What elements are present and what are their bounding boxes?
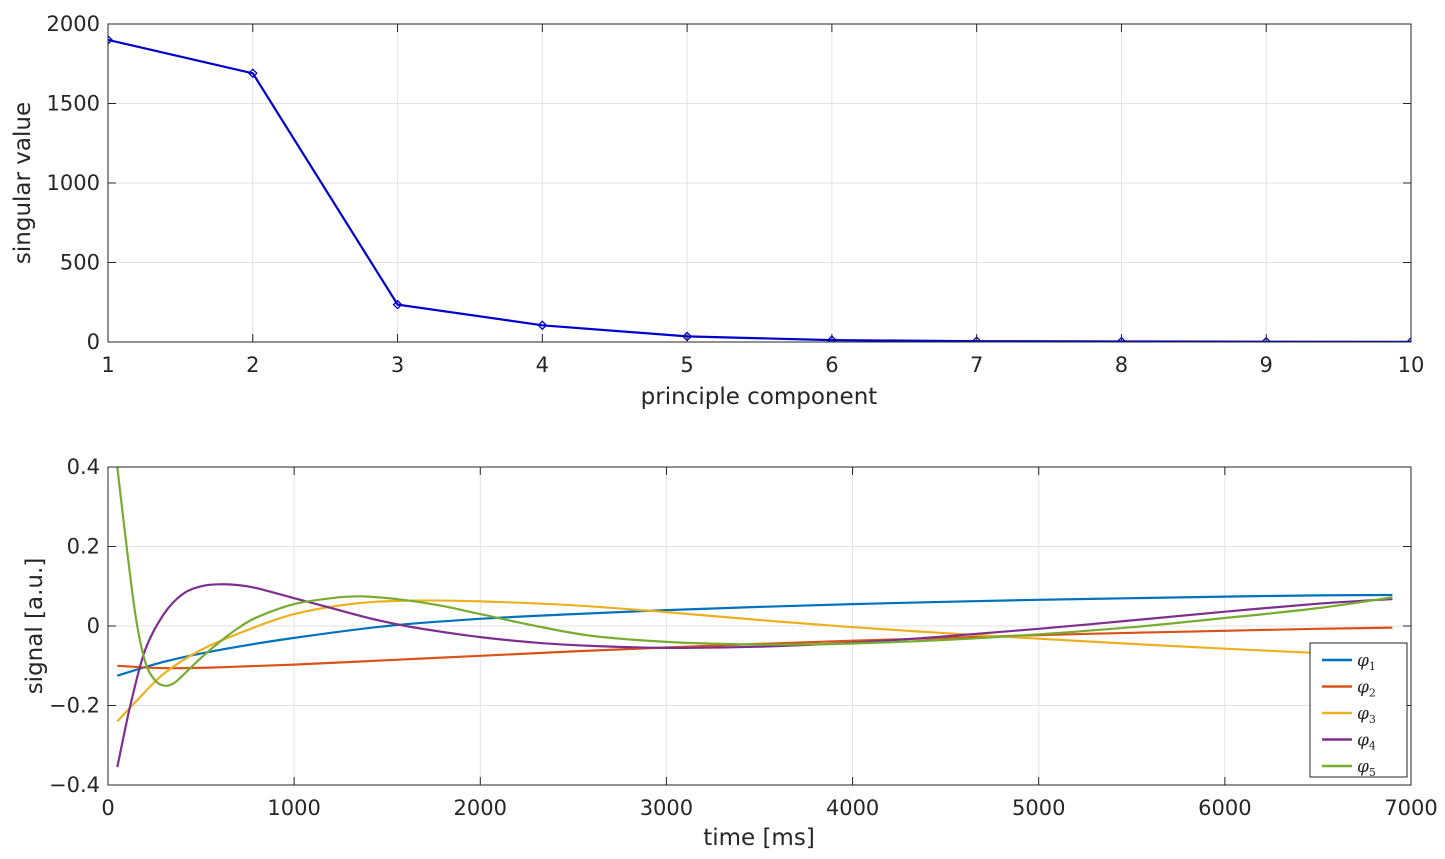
x-tick-label: 7000	[1384, 796, 1437, 820]
series-line-1	[108, 38, 1411, 342]
tick-labels: 0 1000 2000 3000 4000 5000 6000 7000 −0.4 −0.2 0 0.…	[49, 455, 1438, 820]
y-tick-label: 0	[87, 330, 100, 354]
grid-lines	[108, 467, 1411, 785]
data-point	[108, 34, 113, 45]
x-tick-label: 0	[101, 796, 114, 820]
x-tick-label: 6000	[1198, 796, 1251, 820]
data-point	[247, 68, 258, 79]
y-axis-label: singular value	[10, 102, 36, 264]
y-tick-label: 0	[87, 614, 100, 638]
data-point	[971, 336, 982, 342]
y-tick-label: 500	[60, 251, 100, 275]
y-tick-label: 0.4	[67, 455, 100, 479]
x-tick-label: 4	[536, 353, 549, 377]
data-point	[1116, 336, 1127, 342]
x-tick-label: 1	[101, 353, 114, 377]
data-point	[392, 299, 403, 310]
singular-value-plot: 1 2 3 4 5 6 7 8 9 10 0 500 1000 1500 2000 principle co…	[10, 12, 1424, 410]
x-tick-label: 6	[825, 353, 838, 377]
x-tick-label: 8	[1115, 353, 1128, 377]
series-line-3	[116, 599, 1318, 723]
x-tick-label: 5000	[1012, 796, 1065, 820]
tick-labels: 1 2 3 4 5 6 7 8 9 10 0 500 1000 1500 2000	[47, 12, 1425, 377]
data-point	[537, 320, 548, 331]
x-tick-label: 1000	[267, 796, 320, 820]
legend-subscript: 4	[1369, 740, 1376, 753]
x-tick-label: 10	[1398, 353, 1425, 377]
data-point	[826, 335, 837, 342]
x-tick-label: 2000	[454, 796, 507, 820]
signal-plot: 0 1000 2000 3000 4000 5000 6000 7000 −0.4 −0.2 0 0.…	[22, 455, 1438, 851]
x-axis-label: principle component	[641, 384, 878, 410]
series-line-1	[116, 593, 1393, 677]
x-tick-label: 9	[1260, 353, 1273, 377]
series-layer	[116, 467, 1393, 768]
x-axis-label: time [ms]	[703, 825, 815, 851]
series-line-5	[116, 467, 1393, 687]
y-axis-label: signal [a.u.]	[22, 558, 48, 695]
legend-subscript: 3	[1369, 713, 1376, 726]
data-point	[1406, 336, 1411, 342]
x-tick-label: 2	[246, 353, 259, 377]
legend-subscript: 1	[1369, 660, 1376, 673]
x-tick-label: 4000	[826, 796, 879, 820]
y-tick-label: −0.2	[49, 694, 100, 718]
y-tick-label: 2000	[47, 12, 100, 36]
x-tick-label: 3	[391, 353, 404, 377]
legend-box	[1309, 642, 1408, 778]
legend-subscript: 5	[1369, 766, 1376, 779]
x-tick-label: 3000	[640, 796, 693, 820]
legend-subscript: 2	[1369, 687, 1376, 700]
series-layer	[108, 34, 1411, 342]
y-tick-label: 0.2	[67, 535, 100, 559]
y-tick-label: 1000	[47, 171, 100, 195]
grid-lines	[108, 24, 1411, 342]
y-tick-label: 1500	[47, 92, 100, 116]
y-tick-label: −0.4	[49, 773, 100, 797]
series-line-4	[116, 583, 1393, 768]
data-point	[1261, 336, 1272, 342]
x-tick-label: 5	[680, 353, 693, 377]
x-tick-label: 7	[970, 353, 983, 377]
